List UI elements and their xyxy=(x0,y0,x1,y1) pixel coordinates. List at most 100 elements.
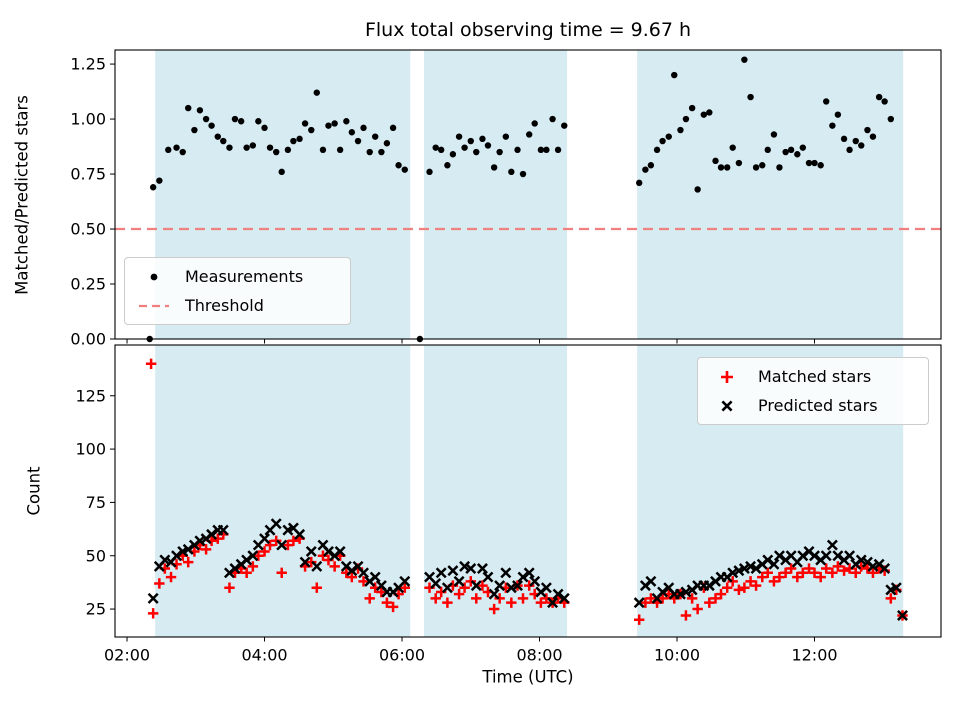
data-point-x xyxy=(206,528,218,540)
data-point-x xyxy=(512,580,523,592)
data-point-plus xyxy=(165,571,177,583)
data-point-plus xyxy=(329,561,340,572)
data-point-dot xyxy=(426,168,433,176)
data-point-dot xyxy=(852,137,859,145)
data-point-dot xyxy=(811,159,818,167)
data-point-dot xyxy=(653,146,661,154)
data-point-plus xyxy=(715,588,727,600)
data-point-x xyxy=(334,545,346,557)
data-point-plus xyxy=(733,584,745,596)
data-point-plus xyxy=(867,567,879,578)
data-point-dot xyxy=(389,124,397,132)
data-point-x xyxy=(820,550,832,562)
data-point-plus xyxy=(488,603,500,615)
x-tick-label: 10:00 xyxy=(654,646,700,665)
data-point-dot xyxy=(864,126,871,134)
chart-title: Flux total observing time = 9.67 h xyxy=(364,19,692,41)
data-point-plus xyxy=(459,582,470,593)
data-point-dot xyxy=(712,157,719,165)
data-point-dot xyxy=(829,122,836,129)
data-point-x xyxy=(488,588,500,600)
data-point-dot xyxy=(438,146,445,154)
data-point-dot xyxy=(677,126,684,134)
data-point-dot xyxy=(266,144,274,151)
data-point-dot xyxy=(467,137,474,145)
data-point-dot xyxy=(514,146,521,154)
legend-top: Measurements Threshold xyxy=(124,257,351,325)
data-point-x xyxy=(430,577,442,589)
observing-window-span xyxy=(424,50,568,339)
data-point-x xyxy=(294,528,306,540)
data-point-x xyxy=(500,567,512,579)
legend-label-measurements: Measurements xyxy=(185,267,304,286)
data-point-dot xyxy=(432,144,439,151)
data-point-x xyxy=(247,550,259,562)
data-point-x xyxy=(453,575,465,587)
data-point-plus xyxy=(692,603,703,615)
data-point-x xyxy=(826,539,838,551)
data-point-plus xyxy=(640,597,651,608)
data-point-dot xyxy=(759,162,766,169)
data-point-dot xyxy=(671,71,678,79)
data-point-dot xyxy=(348,129,356,136)
data-point-dot xyxy=(395,162,402,169)
data-point-dot xyxy=(308,126,315,134)
data-point-x xyxy=(182,543,194,555)
data-point-plus xyxy=(183,556,194,568)
data-point-x xyxy=(680,586,692,598)
y-axis-label-top: Matched/Predicted stars xyxy=(12,95,32,295)
data-point-dot xyxy=(202,115,210,123)
data-point-plus xyxy=(757,571,768,583)
data-point-x xyxy=(159,554,171,566)
data-point-dot xyxy=(659,137,666,145)
data-point-dot xyxy=(502,133,510,140)
legend-entry-threshold: Threshold xyxy=(137,296,338,315)
data-point-dot xyxy=(378,148,385,156)
data-point-dot xyxy=(179,148,186,156)
data-point-dot xyxy=(700,111,708,118)
data-point-x xyxy=(305,545,317,557)
data-point-plus xyxy=(253,550,264,561)
data-point-dot xyxy=(325,122,332,129)
dashed-line-icon xyxy=(137,298,171,314)
data-point-dot xyxy=(688,104,696,112)
data-point-dot xyxy=(372,133,379,140)
data-point-plus xyxy=(241,567,252,578)
data-point-x xyxy=(750,563,762,575)
data-point-x xyxy=(633,597,645,609)
x-tick-label: 12:00 xyxy=(791,646,837,665)
data-point-x xyxy=(194,535,206,547)
y-tick-label: 50 xyxy=(86,546,106,565)
data-point-x xyxy=(738,563,750,575)
data-point-x xyxy=(311,560,323,572)
data-point-x xyxy=(768,558,780,570)
data-point-dot xyxy=(185,104,192,112)
data-point-x xyxy=(494,580,506,592)
data-point-dot xyxy=(858,142,865,149)
data-point-dot xyxy=(449,151,457,158)
data-point-plus xyxy=(792,571,803,583)
legend-entry-measurements: Measurements xyxy=(137,267,338,286)
data-point-dot xyxy=(752,164,760,171)
data-point-x xyxy=(171,550,183,562)
data-point-x xyxy=(346,565,358,577)
data-point-dot xyxy=(887,115,895,123)
data-point-dot xyxy=(519,170,527,178)
data-point-dot xyxy=(383,140,391,147)
data-point-x xyxy=(322,545,334,557)
data-point-dot xyxy=(723,164,731,171)
data-point-plus xyxy=(710,593,721,604)
data-point-dot xyxy=(196,107,204,114)
data-point-plus xyxy=(815,571,826,583)
data-point-plus xyxy=(820,563,832,574)
data-point-plus xyxy=(645,593,657,604)
data-point-dot xyxy=(665,133,672,140)
data-point-plus xyxy=(471,593,482,604)
data-point-dot xyxy=(817,162,824,169)
data-point-plus xyxy=(727,576,738,587)
data-point-plus xyxy=(381,597,393,608)
data-point-dot xyxy=(313,89,320,96)
data-point-dot xyxy=(366,148,373,156)
data-point-dot xyxy=(496,148,503,156)
data-point-dot xyxy=(336,146,344,154)
